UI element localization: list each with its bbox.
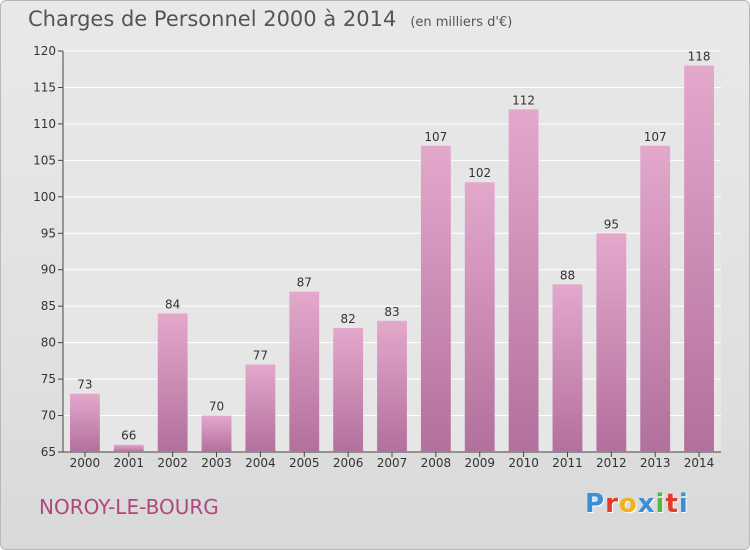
data-label: 77 [253, 349, 268, 363]
data-label: 73 [77, 378, 92, 392]
y-tick-label: 80 [41, 336, 56, 350]
y-tick-label: 65 [41, 445, 56, 459]
bar [333, 328, 364, 452]
title-text: Charges de Personnel 2000 à 2014 [28, 7, 397, 31]
x-tick-label: 2002 [157, 456, 188, 470]
y-tick-label: 105 [33, 153, 56, 167]
bar [420, 145, 451, 453]
y-tick-label: 110 [33, 117, 56, 131]
data-label: 70 [209, 400, 224, 414]
data-label: 112 [512, 93, 535, 107]
x-tick-label: 2014 [684, 456, 715, 470]
place-name: NOROY-LE-BOURG [39, 495, 219, 519]
bar [508, 109, 539, 452]
logo-letter: i [678, 489, 689, 519]
y-tick-label: 120 [33, 44, 56, 58]
data-label: 82 [340, 312, 355, 326]
logo-letter: r [605, 489, 619, 519]
x-tick-label: 2013 [640, 456, 671, 470]
data-label: 118 [688, 50, 711, 64]
y-tick-label: 75 [41, 372, 56, 386]
x-tick-label: 2000 [70, 456, 101, 470]
chart-subtitle: (en milliers d'€) [410, 15, 513, 30]
bar [157, 313, 188, 452]
bar [201, 415, 232, 452]
y-tick-label: 115 [33, 80, 56, 94]
y-tick-label: 70 [41, 409, 56, 423]
bar [245, 364, 276, 452]
x-tick-label: 2003 [201, 456, 232, 470]
logo-letter: t [665, 489, 679, 519]
logo-letter: i [655, 489, 666, 519]
y-tick-label: 85 [41, 299, 56, 313]
proxiti-logo: Proxiti [585, 489, 689, 519]
y-tick-label: 90 [41, 263, 56, 277]
x-tick-label: 2010 [508, 456, 539, 470]
data-label: 95 [604, 217, 619, 231]
x-tick-label: 2001 [114, 456, 145, 470]
bar [464, 182, 495, 452]
data-label: 84 [165, 297, 180, 311]
bar [552, 284, 583, 452]
bar [596, 233, 627, 452]
y-tick-label: 100 [33, 190, 56, 204]
data-label: 83 [384, 305, 399, 319]
x-tick-label: 2009 [464, 456, 495, 470]
data-label: 87 [297, 276, 312, 290]
data-label: 107 [424, 130, 447, 144]
x-tick-label: 2005 [289, 456, 320, 470]
bar [289, 291, 320, 452]
logo-letter: x [637, 489, 656, 519]
data-label: 88 [560, 268, 575, 282]
x-tick-label: 2006 [333, 456, 364, 470]
bar [70, 393, 100, 452]
x-tick-label: 2004 [245, 456, 276, 470]
x-tick-label: 2011 [552, 456, 583, 470]
y-tick-label: 95 [41, 226, 56, 240]
data-label: 107 [644, 130, 667, 144]
x-tick-label: 2008 [421, 456, 452, 470]
logo-letter: P [585, 489, 606, 519]
x-tick-label: 2007 [377, 456, 408, 470]
bar [113, 444, 144, 452]
bar [377, 320, 407, 452]
x-tick-label: 2012 [596, 456, 627, 470]
chart-title: Charges de Personnel 2000 à 2014 (en mill… [28, 7, 512, 31]
data-label: 66 [121, 429, 136, 443]
data-label: 102 [468, 166, 491, 180]
bar [684, 65, 714, 452]
logo-letter: o [618, 489, 638, 519]
bar [640, 145, 671, 453]
